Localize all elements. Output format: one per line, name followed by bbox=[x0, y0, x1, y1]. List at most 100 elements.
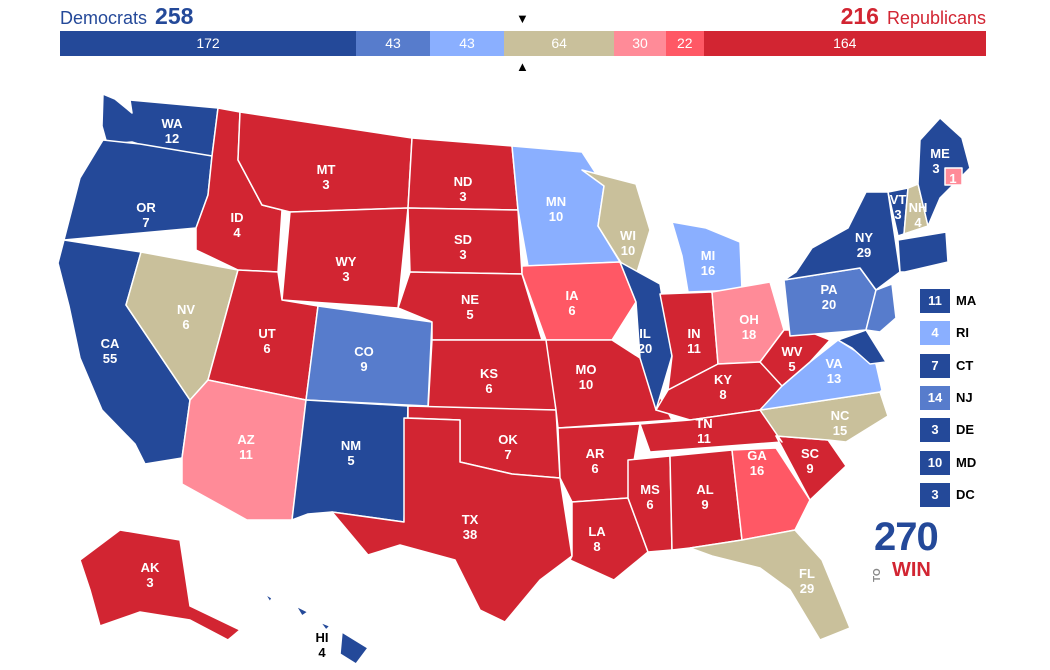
state-ev-ar: 6 bbox=[591, 461, 598, 476]
state-label-va: VA bbox=[825, 356, 843, 371]
democrats-header: Democrats 258 bbox=[60, 3, 193, 30]
state-label-ok: OK bbox=[498, 432, 518, 447]
state-label-nh: NH bbox=[909, 200, 928, 215]
state-label-me: ME bbox=[930, 146, 950, 161]
state-label-ms: MS bbox=[640, 482, 660, 497]
state-ev-or: 7 bbox=[142, 215, 149, 230]
democrats-total: 258 bbox=[155, 3, 194, 29]
state-me2[interactable] bbox=[944, 167, 963, 186]
bar-segment-likely_r: 22 bbox=[665, 31, 704, 56]
state-label-nv: NV bbox=[177, 302, 195, 317]
state-ev-wa: 12 bbox=[165, 131, 179, 146]
democrats-label: Democrats bbox=[60, 8, 148, 28]
state-ev-wi: 10 bbox=[621, 243, 635, 258]
state-label-nd: ND bbox=[454, 174, 473, 189]
small-state-md[interactable]: 10 MD bbox=[920, 450, 1030, 475]
bar-segment-lean_d: 43 bbox=[430, 31, 505, 56]
state-ev-ms: 6 bbox=[646, 497, 653, 512]
state-ev-fl: 29 bbox=[800, 581, 814, 596]
state-label-la: LA bbox=[588, 524, 606, 539]
state-hi[interactable] bbox=[264, 593, 369, 665]
midpoint-marker-top: ▼ bbox=[516, 11, 529, 26]
state-label-nc: NC bbox=[831, 408, 850, 423]
small-state-ev-box: 7 bbox=[920, 353, 950, 378]
state-label-in: IN bbox=[688, 326, 701, 341]
state-label-sc: SC bbox=[801, 446, 820, 461]
state-label-az: AZ bbox=[237, 432, 254, 447]
state-ev-me: 3 bbox=[932, 161, 939, 176]
state-me[interactable] bbox=[917, 117, 971, 227]
bar-segment-likely_d: 43 bbox=[356, 31, 431, 56]
state-label-hi: HI bbox=[316, 630, 329, 645]
state-label-wv: WV bbox=[782, 344, 803, 359]
state-ev-in: 11 bbox=[687, 341, 701, 356]
state-label-pa: PA bbox=[820, 282, 838, 297]
state-nc[interactable] bbox=[759, 391, 889, 443]
state-ev-wv: 5 bbox=[788, 359, 795, 374]
state-ev-ca: 55 bbox=[103, 351, 117, 366]
state-label-mi: MI bbox=[701, 248, 715, 263]
small-state-abbr: MD bbox=[956, 454, 977, 470]
small-state-dc[interactable]: 3 DC bbox=[920, 482, 1030, 507]
state-ev-mi: 16 bbox=[701, 263, 715, 278]
state-ms[interactable] bbox=[627, 455, 673, 553]
state-ev-ut: 6 bbox=[263, 341, 270, 356]
state-label-oh: OH bbox=[739, 312, 759, 327]
state-label-il: IL bbox=[639, 326, 651, 341]
state-ak[interactable] bbox=[79, 529, 241, 641]
small-state-ri[interactable]: 4 RI bbox=[920, 321, 1030, 346]
state-or[interactable] bbox=[63, 139, 213, 241]
state-label-wi: WI bbox=[620, 228, 636, 243]
state-ev-vt: 3 bbox=[894, 207, 901, 222]
small-state-ev-box: 4 bbox=[920, 321, 950, 346]
state-ev-il: 20 bbox=[638, 341, 652, 356]
state-ev-az: 11 bbox=[239, 447, 253, 462]
state-label-tn: TN bbox=[695, 416, 712, 431]
state-ny[interactable] bbox=[783, 191, 901, 291]
state-ev-co: 9 bbox=[360, 359, 367, 374]
small-state-de[interactable]: 3 DE bbox=[920, 418, 1030, 443]
state-label-ut: UT bbox=[258, 326, 275, 341]
small-state-abbr: DC bbox=[956, 486, 975, 502]
small-state-ct[interactable]: 7 CT bbox=[920, 353, 1030, 378]
state-label-mn: MN bbox=[546, 194, 566, 209]
state-ev-me2: 1 bbox=[949, 171, 956, 186]
state-tx[interactable] bbox=[331, 417, 573, 623]
state-label-or: OR bbox=[136, 200, 156, 215]
small-state-ev-box: 10 bbox=[920, 450, 950, 475]
small-state-nj[interactable]: 14 NJ bbox=[920, 385, 1030, 410]
state-ev-mt: 3 bbox=[322, 177, 329, 192]
state-ev-ky: 8 bbox=[719, 387, 726, 402]
state-wv[interactable] bbox=[759, 329, 831, 387]
state-ne-states[interactable] bbox=[897, 231, 949, 273]
state-label-id: ID bbox=[231, 210, 244, 225]
270towin-logo[interactable]: 270 TO WIN bbox=[872, 516, 952, 586]
state-md[interactable] bbox=[837, 329, 887, 365]
state-ga[interactable] bbox=[731, 447, 811, 541]
bar-segment-tossup: 64 bbox=[504, 31, 615, 56]
state-ev-nm: 5 bbox=[347, 453, 354, 468]
state-label-co: CO bbox=[354, 344, 374, 359]
state-label-ne: NE bbox=[461, 292, 479, 307]
bar-segment-solid_r: 164 bbox=[703, 31, 986, 56]
small-state-ma[interactable]: 11 MA bbox=[920, 289, 1030, 313]
state-fl[interactable] bbox=[689, 529, 851, 641]
state-label-ia: IA bbox=[566, 288, 580, 303]
state-ev-hi: 4 bbox=[318, 645, 326, 660]
state-label-ak: AK bbox=[141, 560, 160, 575]
state-ev-nd: 3 bbox=[459, 189, 466, 204]
small-state-ev-box: 3 bbox=[920, 418, 950, 443]
state-ev-sc: 9 bbox=[806, 461, 813, 476]
state-ev-nv: 6 bbox=[182, 317, 189, 332]
state-label-mt: MT bbox=[317, 162, 336, 177]
state-nj[interactable] bbox=[865, 283, 897, 333]
state-label-ar: AR bbox=[586, 446, 605, 461]
state-ev-la: 8 bbox=[593, 539, 600, 554]
bar-segment-lean_r: 30 bbox=[614, 31, 666, 56]
state-ev-tn: 11 bbox=[697, 431, 711, 446]
state-label-ga: GA bbox=[747, 448, 767, 463]
state-label-vt: VT bbox=[890, 192, 907, 207]
small-state-ev-box: 14 bbox=[920, 385, 950, 410]
state-ev-nh: 4 bbox=[914, 215, 922, 230]
state-label-tx: TX bbox=[462, 512, 479, 527]
